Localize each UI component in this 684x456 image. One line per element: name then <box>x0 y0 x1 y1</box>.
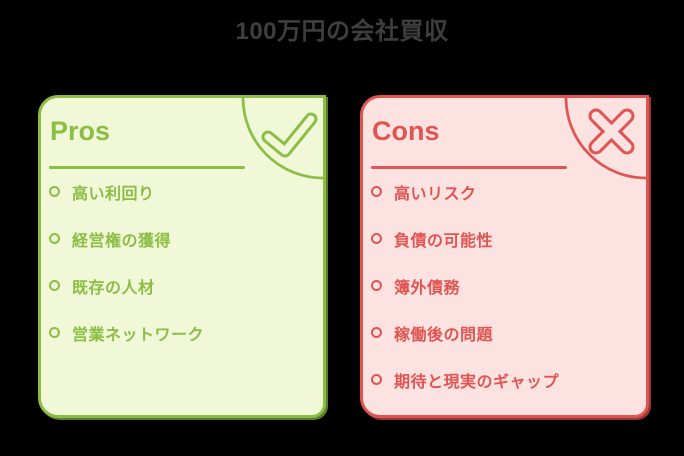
list-item: 稼働後の問題 <box>371 309 638 356</box>
pros-list: 高い利回り 経営権の獲得 既存の人材 営業ネットワーク <box>49 168 315 356</box>
bullet-circle-icon <box>49 327 60 338</box>
list-item: 経営権の獲得 <box>49 215 315 262</box>
check-icon <box>261 112 318 158</box>
list-item-label: 簿外債務 <box>394 279 461 297</box>
pros-card: Pros 高い利回り 経営権の獲得 既存の人材 営業ネットワーク <box>38 95 326 418</box>
page-title: 100万円の会社買収 <box>235 18 449 45</box>
list-item-label: 高い利回り <box>72 185 155 203</box>
cons-card: Cons 高いリスク 負債の可能性 簿外債務 稼働後の問題 期待と現実のギャップ <box>360 95 649 418</box>
corner-arc <box>564 98 646 180</box>
list-item-label: 営業ネットワーク <box>72 326 205 344</box>
list-item-label: 期待と現実のギャップ <box>394 373 560 391</box>
corner-arc <box>241 98 323 180</box>
cons-heading-underline <box>371 166 567 169</box>
list-item-label: 負債の可能性 <box>394 232 494 250</box>
bullet-circle-icon <box>371 374 382 385</box>
list-item: 既存の人材 <box>49 262 315 309</box>
bullet-circle-icon <box>371 327 382 338</box>
list-item: 期待と現実のギャップ <box>371 356 638 403</box>
bullet-circle-icon <box>371 186 382 197</box>
bullet-circle-icon <box>371 280 382 291</box>
bullet-circle-icon <box>49 280 60 291</box>
cons-heading: Cons <box>372 116 440 146</box>
bullet-circle-icon <box>49 186 60 197</box>
list-item-label: 高いリスク <box>394 185 477 203</box>
bullet-circle-icon <box>371 233 382 244</box>
bullet-circle-icon <box>49 233 60 244</box>
list-item: 営業ネットワーク <box>49 309 315 356</box>
list-item-label: 稼働後の問題 <box>394 326 494 344</box>
list-item: 高いリスク <box>371 168 638 215</box>
cons-list: 高いリスク 負債の可能性 簿外債務 稼働後の問題 期待と現実のギャップ <box>371 168 638 403</box>
x-icon <box>588 108 635 155</box>
pros-heading: Pros <box>50 116 111 146</box>
pros-heading-underline <box>49 166 245 169</box>
list-item: 簿外債務 <box>371 262 638 309</box>
list-item-label: 経営権の獲得 <box>72 232 172 250</box>
list-item-label: 既存の人材 <box>72 279 155 297</box>
list-item: 高い利回り <box>49 168 315 215</box>
list-item: 負債の可能性 <box>371 215 638 262</box>
